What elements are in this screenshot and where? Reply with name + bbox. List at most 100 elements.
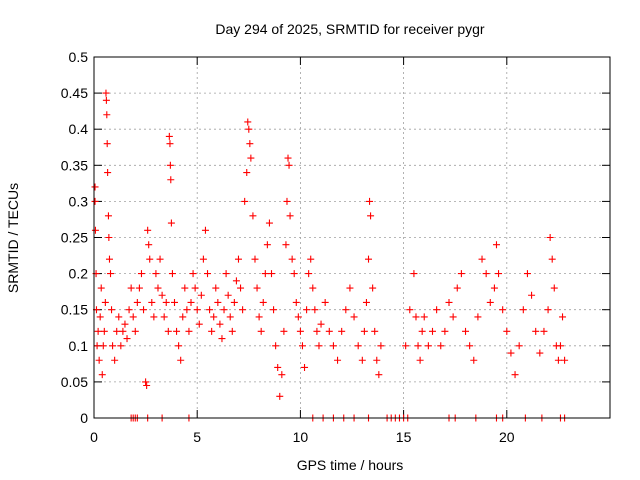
data-point bbox=[303, 306, 311, 314]
data-point bbox=[294, 313, 302, 321]
data-point bbox=[346, 284, 354, 292]
data-point bbox=[286, 212, 294, 220]
data-point bbox=[154, 284, 162, 292]
data-point bbox=[437, 342, 445, 350]
data-point bbox=[441, 327, 449, 335]
data-point bbox=[366, 197, 374, 205]
data-point bbox=[546, 234, 554, 241]
data-point bbox=[499, 306, 507, 314]
data-point bbox=[166, 140, 174, 148]
data-point bbox=[354, 342, 362, 350]
data-point bbox=[98, 371, 106, 379]
data-point bbox=[210, 313, 218, 321]
data-point bbox=[129, 313, 137, 321]
x-axis-label: GPS time / hours bbox=[297, 457, 404, 473]
data-point bbox=[457, 270, 465, 278]
data-point bbox=[91, 197, 99, 205]
plot-border bbox=[93, 56, 611, 419]
data-point bbox=[317, 320, 325, 328]
data-point bbox=[283, 197, 291, 205]
data-point bbox=[278, 371, 286, 379]
data-point bbox=[214, 298, 222, 306]
data-point bbox=[247, 154, 255, 162]
data-point bbox=[305, 270, 313, 278]
data-point bbox=[123, 335, 131, 343]
data-point bbox=[102, 96, 110, 104]
data-point bbox=[243, 169, 251, 177]
data-point bbox=[239, 306, 247, 314]
data-point bbox=[91, 226, 99, 234]
data-point bbox=[284, 154, 292, 162]
data-point bbox=[220, 306, 228, 314]
y-tick-label: 0.1 bbox=[69, 338, 89, 354]
data-point bbox=[150, 313, 158, 321]
data-point bbox=[540, 327, 548, 335]
data-point bbox=[342, 306, 350, 314]
data-point bbox=[280, 327, 288, 335]
data-point bbox=[268, 270, 276, 278]
x-tick-label: 0 bbox=[90, 429, 98, 445]
data-point bbox=[204, 270, 212, 278]
data-point bbox=[175, 342, 183, 350]
data-point bbox=[103, 111, 111, 119]
data-point bbox=[365, 255, 373, 263]
data-point bbox=[544, 306, 552, 314]
data-point bbox=[288, 255, 296, 263]
y-axis-ticks: 0 0.05 0.1 0.15 0.2 0.25 0.3 0.35 0.4 0.45 0.5 bbox=[61, 49, 610, 426]
data-point bbox=[492, 241, 500, 249]
data-point bbox=[466, 342, 474, 350]
data-point bbox=[338, 327, 346, 335]
data-points bbox=[91, 89, 569, 422]
data-point bbox=[556, 342, 564, 350]
data-point bbox=[285, 161, 293, 169]
data-point bbox=[251, 255, 259, 263]
data-point bbox=[109, 342, 117, 350]
data-point bbox=[259, 298, 267, 306]
data-point bbox=[145, 241, 153, 249]
y-axis-label: SRMTID / TECUs bbox=[5, 183, 21, 293]
data-point bbox=[424, 342, 432, 350]
y-tick-label: 0.05 bbox=[61, 374, 88, 390]
data-point bbox=[167, 176, 175, 184]
data-point bbox=[183, 306, 191, 314]
y-tick-label: 0.35 bbox=[61, 157, 88, 173]
data-point bbox=[201, 226, 209, 234]
data-point bbox=[173, 327, 181, 335]
data-point bbox=[224, 291, 232, 299]
data-point bbox=[144, 226, 152, 234]
data-point bbox=[474, 313, 482, 321]
data-point bbox=[206, 306, 214, 314]
data-point bbox=[462, 327, 470, 335]
data-point bbox=[321, 298, 329, 306]
data-point bbox=[307, 255, 315, 263]
data-point bbox=[416, 356, 424, 364]
data-point bbox=[148, 298, 156, 306]
data-point bbox=[282, 241, 290, 249]
data-point bbox=[276, 392, 284, 400]
data-point bbox=[111, 356, 119, 364]
y-tick-label: 0.3 bbox=[69, 193, 89, 209]
data-point bbox=[515, 342, 523, 350]
y-tick-label: 0.2 bbox=[69, 266, 89, 282]
data-point bbox=[158, 291, 166, 299]
data-point bbox=[292, 298, 300, 306]
data-point bbox=[146, 255, 154, 263]
x-tick-label: 5 bbox=[193, 429, 201, 445]
data-point bbox=[222, 270, 230, 278]
data-point bbox=[255, 313, 263, 321]
data-point bbox=[257, 327, 265, 335]
data-point bbox=[375, 371, 383, 379]
data-point bbox=[418, 327, 426, 335]
data-point bbox=[232, 277, 240, 285]
data-point bbox=[140, 306, 148, 314]
data-point bbox=[170, 298, 178, 306]
data-point bbox=[290, 270, 298, 278]
data-point bbox=[125, 306, 133, 314]
data-point bbox=[113, 327, 121, 335]
y-tick-label: 0 bbox=[80, 410, 88, 426]
data-point bbox=[478, 255, 486, 263]
data-point bbox=[495, 270, 503, 278]
data-point bbox=[301, 363, 309, 371]
data-point bbox=[367, 212, 375, 220]
